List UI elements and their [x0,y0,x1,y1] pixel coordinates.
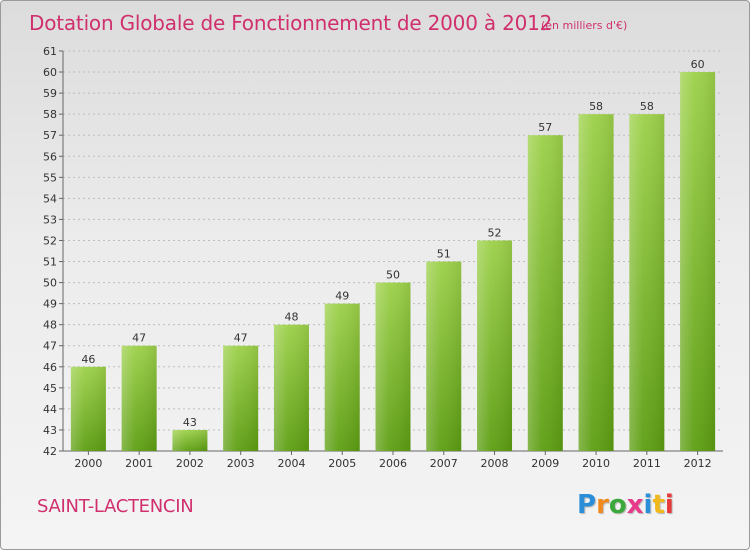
logo-letter: t [652,490,665,520]
x-tick-label-2010: 2010 [582,457,610,470]
x-tick-label-2011: 2011 [633,457,661,470]
x-tick-label-2003: 2003 [227,457,255,470]
data-label-2008: 52 [488,226,502,239]
y-tick-label: 52 [43,234,57,247]
data-label-2000: 46 [81,353,95,366]
commune-name: SAINT-LACTENCIN [37,496,194,517]
x-tick-label-2008: 2008 [481,457,509,470]
y-tick-label: 45 [43,382,57,395]
bar-shine [375,282,411,451]
y-tick-label: 60 [43,66,57,79]
x-tick-label-2009: 2009 [531,457,559,470]
bar-shine [527,135,563,452]
y-tick-label: 47 [43,340,57,353]
bar-shine [629,114,665,451]
y-tick-label: 53 [43,213,57,226]
x-tick-label-2001: 2001 [125,457,153,470]
x-tick-label-2004: 2004 [277,457,305,470]
logo-letter: x [626,490,644,520]
bar-shine [70,366,106,451]
bar-shine [121,345,157,451]
y-tick-label: 48 [43,319,57,332]
bar-shine [477,240,513,451]
y-tick-label: 54 [43,192,57,205]
x-tick-label-2005: 2005 [328,457,356,470]
x-tick-label-2002: 2002 [176,457,204,470]
bar-shine [172,429,208,451]
bar-chart: 42 43 44 45 46 47 48 49 50 51 52 53 54 55 56 57 58 59 60 61… [43,45,723,470]
data-label-2004: 48 [284,311,298,324]
data-label-2002: 43 [183,416,197,429]
data-label-2005: 49 [335,290,349,303]
y-tick-label: 44 [43,403,57,416]
bar-shine [680,72,716,451]
bar-shine [273,324,309,451]
x-tick-label-2012: 2012 [684,457,712,470]
y-tick-label: 51 [43,256,57,269]
y-tick-label: 42 [43,445,57,458]
logo-letter: o [608,490,627,520]
data-label-2010: 58 [589,100,603,113]
chart-title: Dotation Globale de Fonctionnement de 20… [29,11,553,35]
bar-shine [324,303,360,451]
y-tick-label: 49 [43,298,57,311]
y-tick-label: 58 [43,108,57,121]
x-tick-label-2000: 2000 [74,457,102,470]
data-label-2012: 60 [691,58,705,71]
logo-letter: i [643,490,653,520]
bars [70,72,716,452]
y-tick-label: 61 [43,45,57,58]
data-label-2001: 47 [132,332,146,345]
bar-shine [426,261,462,451]
bar-shine [223,345,259,451]
proxiti-logo: Proxiti [577,490,674,520]
data-label-2003: 47 [234,332,248,345]
data-label-2009: 57 [538,121,552,134]
data-label-2006: 50 [386,269,400,282]
y-tick-label: 56 [43,150,57,163]
data-label-2011: 58 [640,100,654,113]
y-tick-label: 46 [43,361,57,374]
y-tick-label: 57 [43,129,57,142]
x-tick-label-2006: 2006 [379,457,407,470]
x-tick-label-2007: 2007 [430,457,458,470]
logo-letter: P [577,490,597,520]
y-tick-label: 43 [43,424,57,437]
logo-letter: r [596,490,609,520]
logo-letter: i [664,490,674,520]
y-tick-label: 59 [43,87,57,100]
y-tick-label: 55 [43,171,57,184]
data-label-2007: 51 [437,248,451,261]
chart-unit-label: (en milliers d'€) [541,19,628,32]
y-tick-label: 50 [43,277,57,290]
labels: 42 43 44 45 46 47 48 49 50 51 52 53 54 55 56 57 58 59 60 61… [43,45,712,470]
bar-shine [578,114,614,451]
